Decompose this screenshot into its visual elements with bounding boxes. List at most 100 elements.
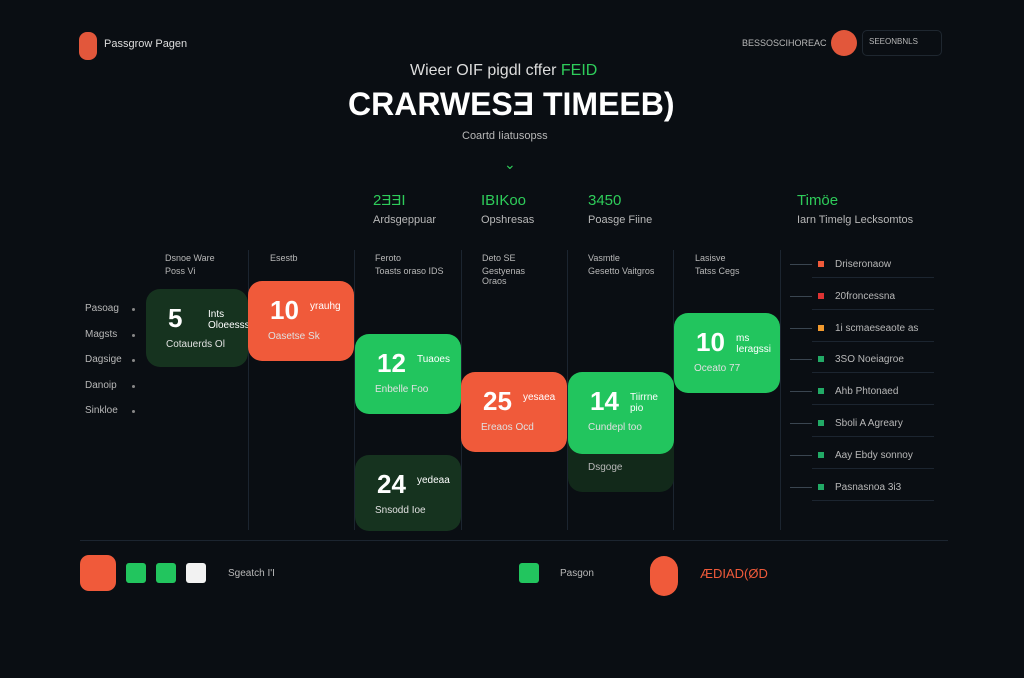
account-box[interactable]: SEEONBNLS [862, 30, 942, 56]
search[interactable]: Sgeatch I'I [228, 568, 275, 579]
row-dot [132, 333, 135, 337]
column-label: Iarn Timelg Lecksomtos [797, 214, 914, 226]
subhead-title: Feroto [375, 253, 402, 263]
icon-button[interactable] [156, 563, 176, 583]
brand[interactable]: Passgrow Pagen [104, 38, 188, 50]
column-figure: 2ƎƎI [373, 192, 406, 209]
legend-separator [812, 404, 934, 406]
column-figure: 3450 [588, 192, 622, 209]
icon-button[interactable] [126, 563, 146, 583]
account: SEEONBNLS [869, 37, 918, 46]
legend-item: Driseronaow [835, 259, 892, 270]
kicker-highlight: FEID [560, 62, 598, 79]
card-unit: ms Ieragssi [736, 333, 772, 355]
app-icon[interactable] [80, 555, 116, 591]
page-title: CRARWESƎ TIMEEB) [348, 86, 675, 122]
subhead-title: Lasisve [695, 253, 726, 263]
row-label: Pasoag [85, 303, 119, 314]
legend-dot [818, 324, 824, 331]
card-value: 10 [696, 327, 725, 357]
legend-dot [818, 261, 824, 267]
column-figure: IBIKoo [481, 192, 527, 209]
legend-rule [790, 486, 812, 488]
column-label: Opshresas [481, 214, 535, 226]
icon-button[interactable] [519, 563, 539, 583]
card-value: 25 [483, 386, 512, 416]
kicker-text: Wieer OIF pigdl cffer [410, 62, 557, 79]
status: BESSOSCIHOREAC [742, 38, 827, 48]
card-unit: yedeaa [417, 475, 450, 486]
card-unit: Tuaoes [417, 354, 450, 365]
legend-dot [818, 451, 824, 458]
row-label: Magsts [85, 328, 118, 340]
subhead-title: Dsnoe Ware [165, 253, 215, 263]
legend-separator [812, 277, 934, 278]
column-rule [248, 250, 249, 530]
legend-rule [790, 454, 812, 456]
row-label: Danoip [85, 379, 117, 391]
legend-dot [818, 292, 824, 299]
legend-dot [818, 356, 824, 363]
card-label: Ereaos Ocd [481, 422, 534, 433]
legend-rule [790, 391, 812, 393]
event-card[interactable]: 5 Ints Oloeesss Cotauerds Ol [146, 289, 250, 367]
legend-rule [790, 327, 812, 329]
card-label: Cundepl too [588, 422, 642, 433]
avatar[interactable] [650, 556, 678, 596]
column-label: Poasge Fiine [588, 214, 653, 226]
legend-separator [812, 499, 934, 501]
subhead-detail: Gestyenas Oraos [482, 266, 526, 286]
caption: Coartd Iiatusopss [462, 130, 548, 142]
legend-separator [812, 467, 934, 469]
divider [80, 540, 948, 541]
avatar[interactable] [831, 30, 857, 56]
event-card[interactable]: 14 Tiirrne pio Cundepl too [568, 372, 674, 454]
icon-button[interactable] [186, 563, 206, 583]
subhead-title: Esestb [270, 253, 298, 263]
card-value: 5 [168, 303, 183, 333]
column-rule [354, 250, 355, 530]
event-card[interactable]: 25 yesaea Ereaos Ocd [461, 372, 567, 452]
card-value: 10 [270, 295, 299, 325]
code: ÆDIAD(ØD [700, 566, 768, 581]
row-label: Sinkloe [85, 405, 118, 416]
column-figure: Timöe [797, 192, 839, 209]
row-dot [132, 384, 135, 388]
row-label: Dagsige [85, 354, 122, 365]
legend-separator [812, 372, 934, 374]
legend-item: 20froncessna [835, 290, 896, 302]
legend-rule [790, 264, 812, 265]
legend-rule [790, 423, 812, 424]
subhead-detail: Tatss Cegs [695, 266, 740, 276]
card-unit: Ints Oloeesss [208, 309, 250, 331]
chevron-icon[interactable]: ⌄ [504, 156, 516, 172]
legend-item: 1i scmaeseaote as [835, 322, 919, 334]
legend-item: Aay Ebdy sonnoy [835, 449, 913, 461]
legend-rule [790, 295, 812, 297]
legend-dot [818, 388, 824, 395]
subhead-detail: Gesetto Vaitgros [588, 266, 655, 276]
column-label: Ardsgeppuar [373, 214, 436, 226]
row-dot [132, 359, 135, 362]
kicker: Wieer OIF pigdl cffer FEID [410, 62, 597, 80]
tag[interactable]: Pasgon [560, 568, 594, 579]
subhead-detail: Poss Vi [165, 266, 196, 276]
event-card[interactable]: 12 Tuaoes Enbelle Foo [355, 334, 461, 414]
brand-logo [79, 32, 97, 60]
subhead-detail: Toasts oraso IDS [375, 266, 444, 276]
row-dot [132, 410, 135, 413]
event-card[interactable]: 10 ms Ieragssi Oceato 77 [674, 313, 780, 393]
legend-separator [812, 340, 934, 342]
card-unit: Tiirrne pio [630, 392, 658, 414]
card-value: 24 [377, 469, 406, 499]
card-value: 12 [377, 348, 406, 378]
event-card[interactable]: 10 yrauhg Oasetse Sk [248, 281, 354, 361]
row-dot [132, 308, 135, 311]
card-label: Cotauerds Ol [166, 339, 225, 350]
event-card[interactable]: 24 yedeaa Snsodd Ioe [355, 455, 461, 531]
legend-item: Pasnasnoa 3i3 [835, 481, 902, 493]
card-label: Oasetse Sk [268, 331, 320, 342]
legend-dot [818, 420, 824, 426]
legend-item: Sboli A Agreary [835, 418, 903, 429]
subhead-title: Deto SE [482, 253, 516, 263]
